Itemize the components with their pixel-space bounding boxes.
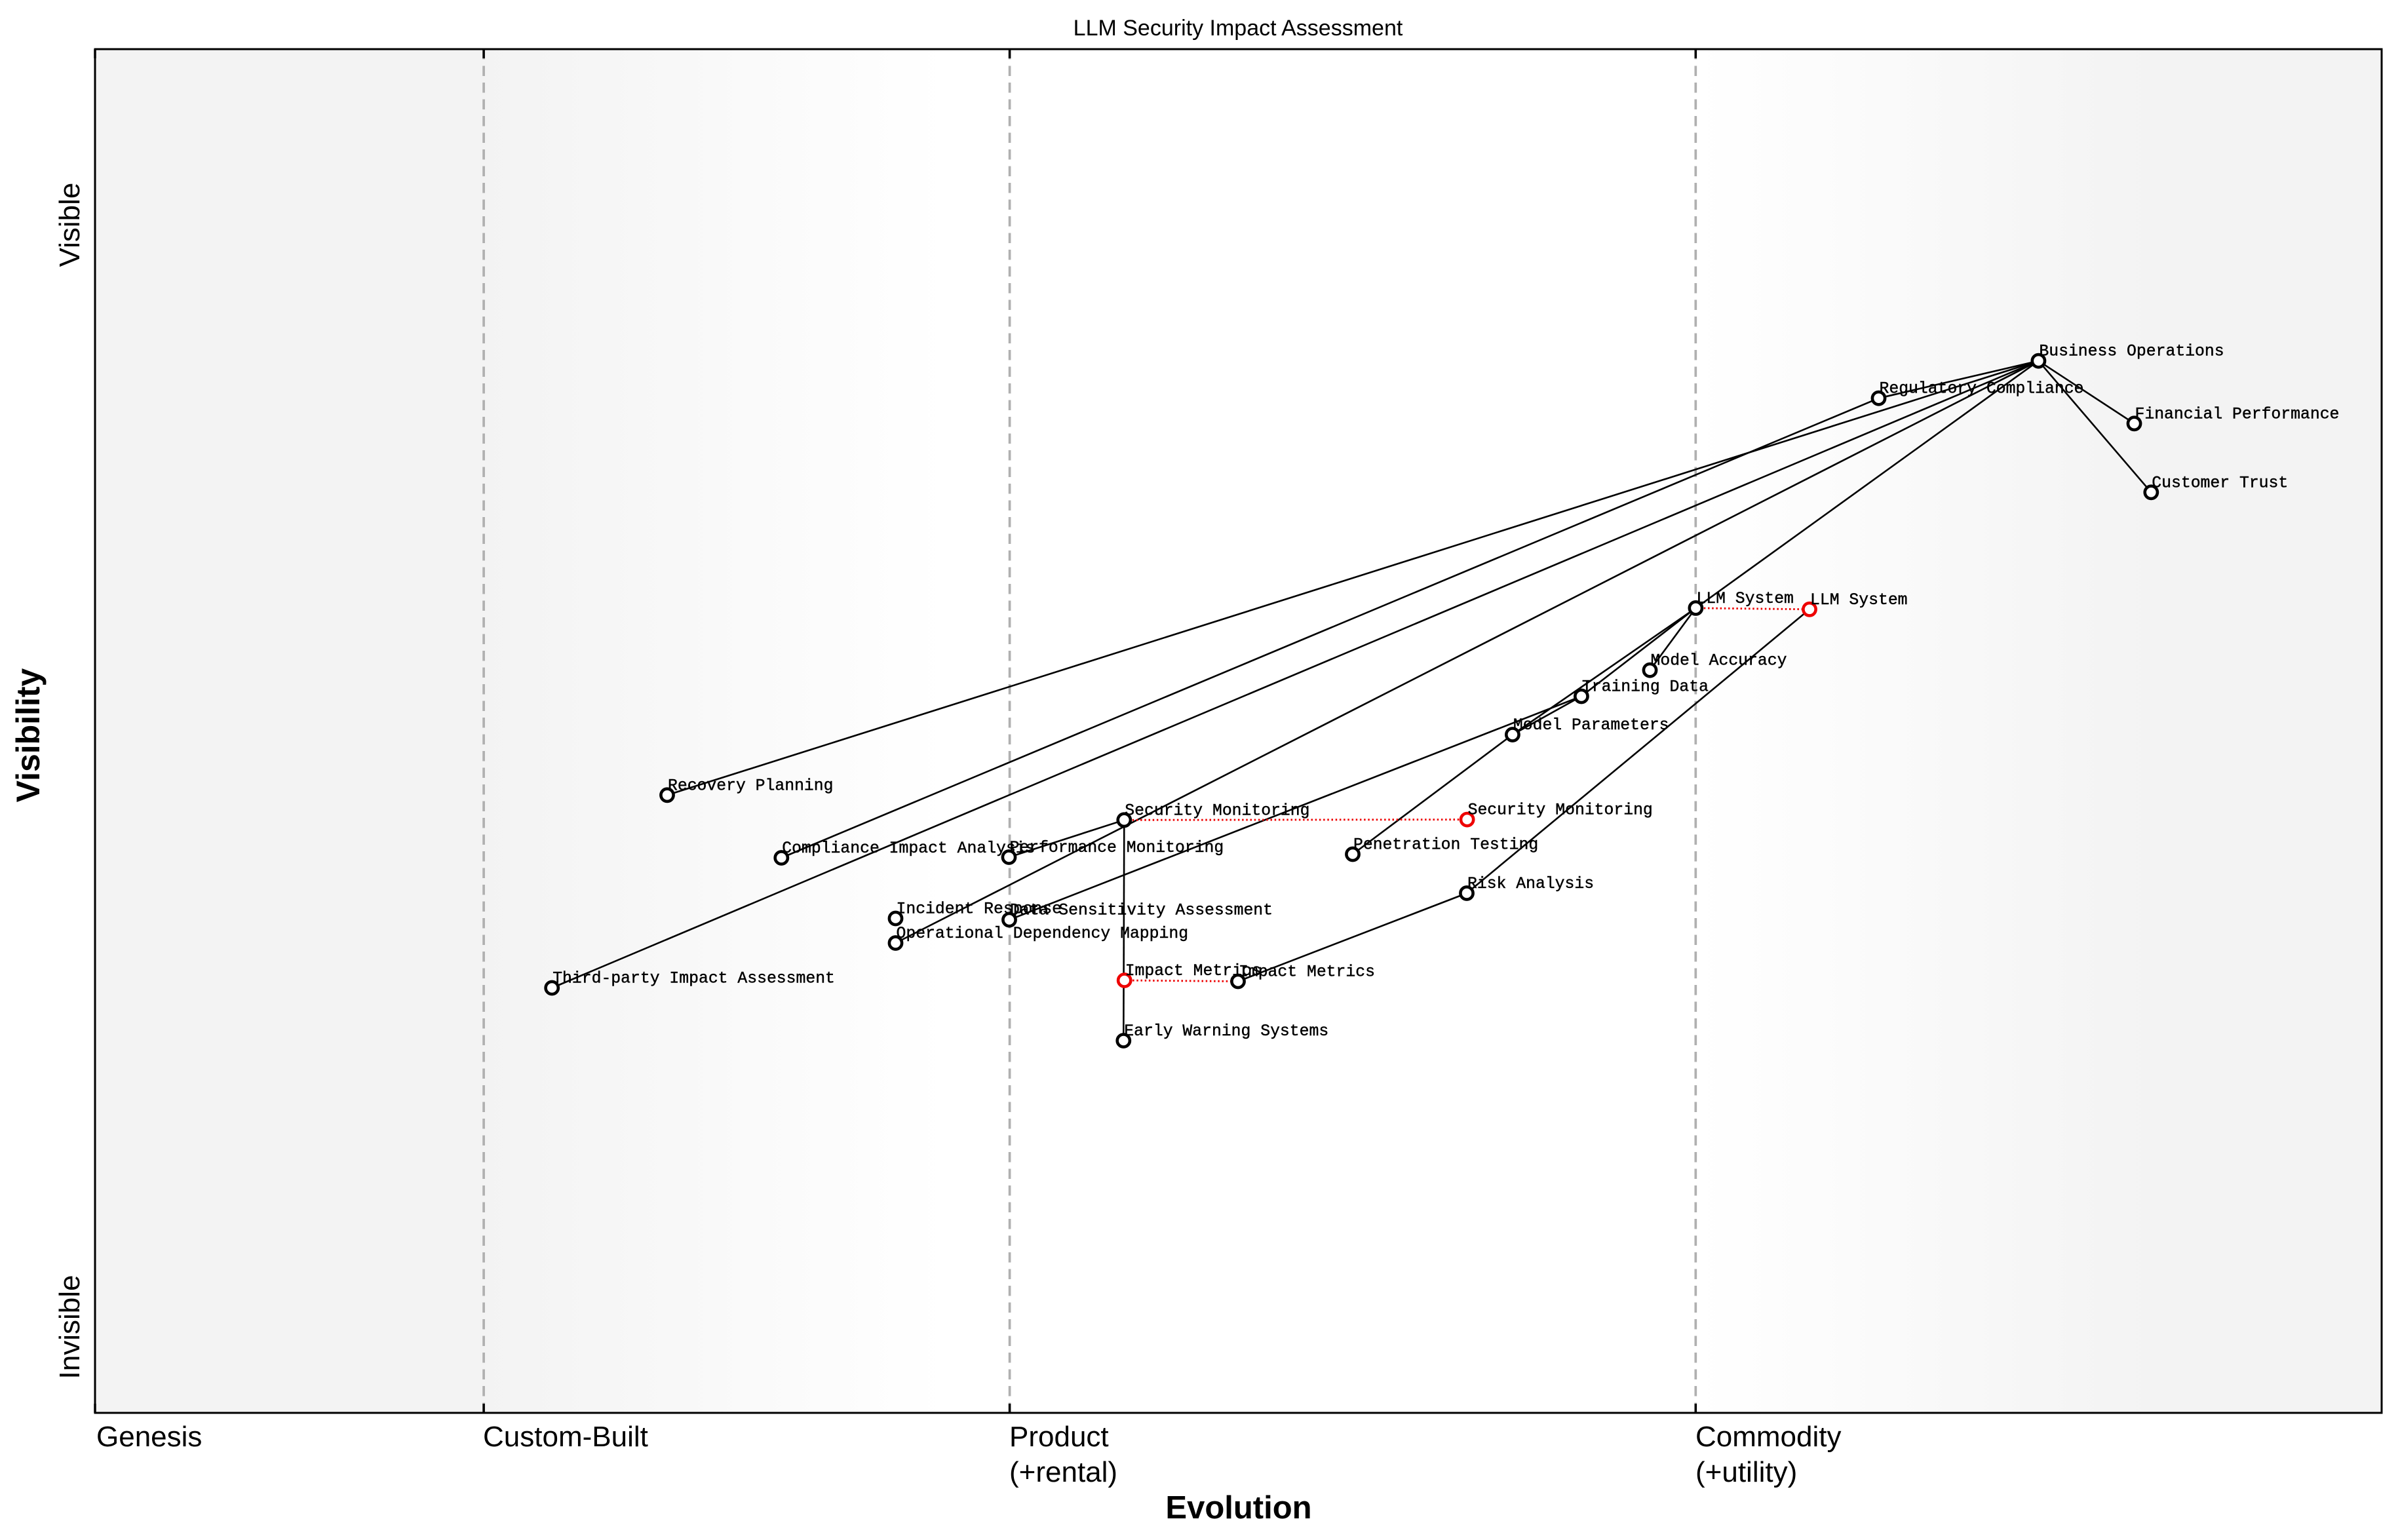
svg-text:Penetration Testing: Penetration Testing [1353, 836, 1538, 855]
svg-text:Custom-Built: Custom-Built [483, 1421, 648, 1453]
svg-text:Genesis: Genesis [96, 1421, 202, 1453]
svg-text:Business Operations: Business Operations [2039, 343, 2224, 361]
svg-text:Visibility: Visibility [10, 668, 47, 802]
svg-text:Compliance Impact Analysis: Compliance Impact Analysis [782, 839, 1035, 858]
svg-text:LLM System: LLM System [1696, 590, 1794, 608]
svg-text:Evolution: Evolution [1165, 1490, 1311, 1526]
svg-text:Security Monitoring: Security Monitoring [1468, 801, 1653, 820]
svg-text:Impact Metrics: Impact Metrics [1125, 962, 1262, 980]
svg-text:LLM Security Impact Assessment: LLM Security Impact Assessment [1074, 16, 1403, 41]
svg-text:(+utility): (+utility) [1695, 1456, 1797, 1488]
svg-text:Commodity: Commodity [1695, 1421, 1842, 1453]
svg-text:Invisible: Invisible [54, 1275, 86, 1379]
svg-text:Financial Performance: Financial Performance [2135, 405, 2340, 423]
svg-text:Third-party Impact Assessment: Third-party Impact Assessment [552, 970, 835, 988]
svg-text:Early Warning Systems: Early Warning Systems [1124, 1022, 1328, 1041]
svg-text:Data Sensitivity Assessment: Data Sensitivity Assessment [1010, 902, 1273, 920]
svg-text:Regulatory Compliance: Regulatory Compliance [1880, 380, 2084, 398]
svg-text:Training Data: Training Data [1582, 678, 1709, 697]
svg-text:Incident Response: Incident Response [897, 900, 1062, 919]
svg-text:Risk Analysis: Risk Analysis [1467, 875, 1594, 893]
svg-text:Visible: Visible [54, 183, 86, 267]
svg-text:Customer Trust: Customer Trust [2152, 474, 2288, 492]
svg-text:LLM System: LLM System [1810, 591, 1908, 609]
svg-text:Product: Product [1009, 1421, 1109, 1453]
svg-text:Operational Dependency Mapping: Operational Dependency Mapping [897, 925, 1189, 943]
svg-text:(+rental): (+rental) [1009, 1456, 1117, 1488]
svg-text:Model Parameters: Model Parameters [1513, 716, 1669, 735]
svg-text:Impact Metrics: Impact Metrics [1239, 963, 1375, 982]
svg-text:Model Accuracy: Model Accuracy [1651, 652, 1787, 670]
svg-text:Security Monitoring: Security Monitoring [1125, 801, 1309, 820]
svg-text:Recovery Planning: Recovery Planning [668, 777, 834, 795]
svg-text:Performance Monitoring: Performance Monitoring [1010, 839, 1224, 857]
